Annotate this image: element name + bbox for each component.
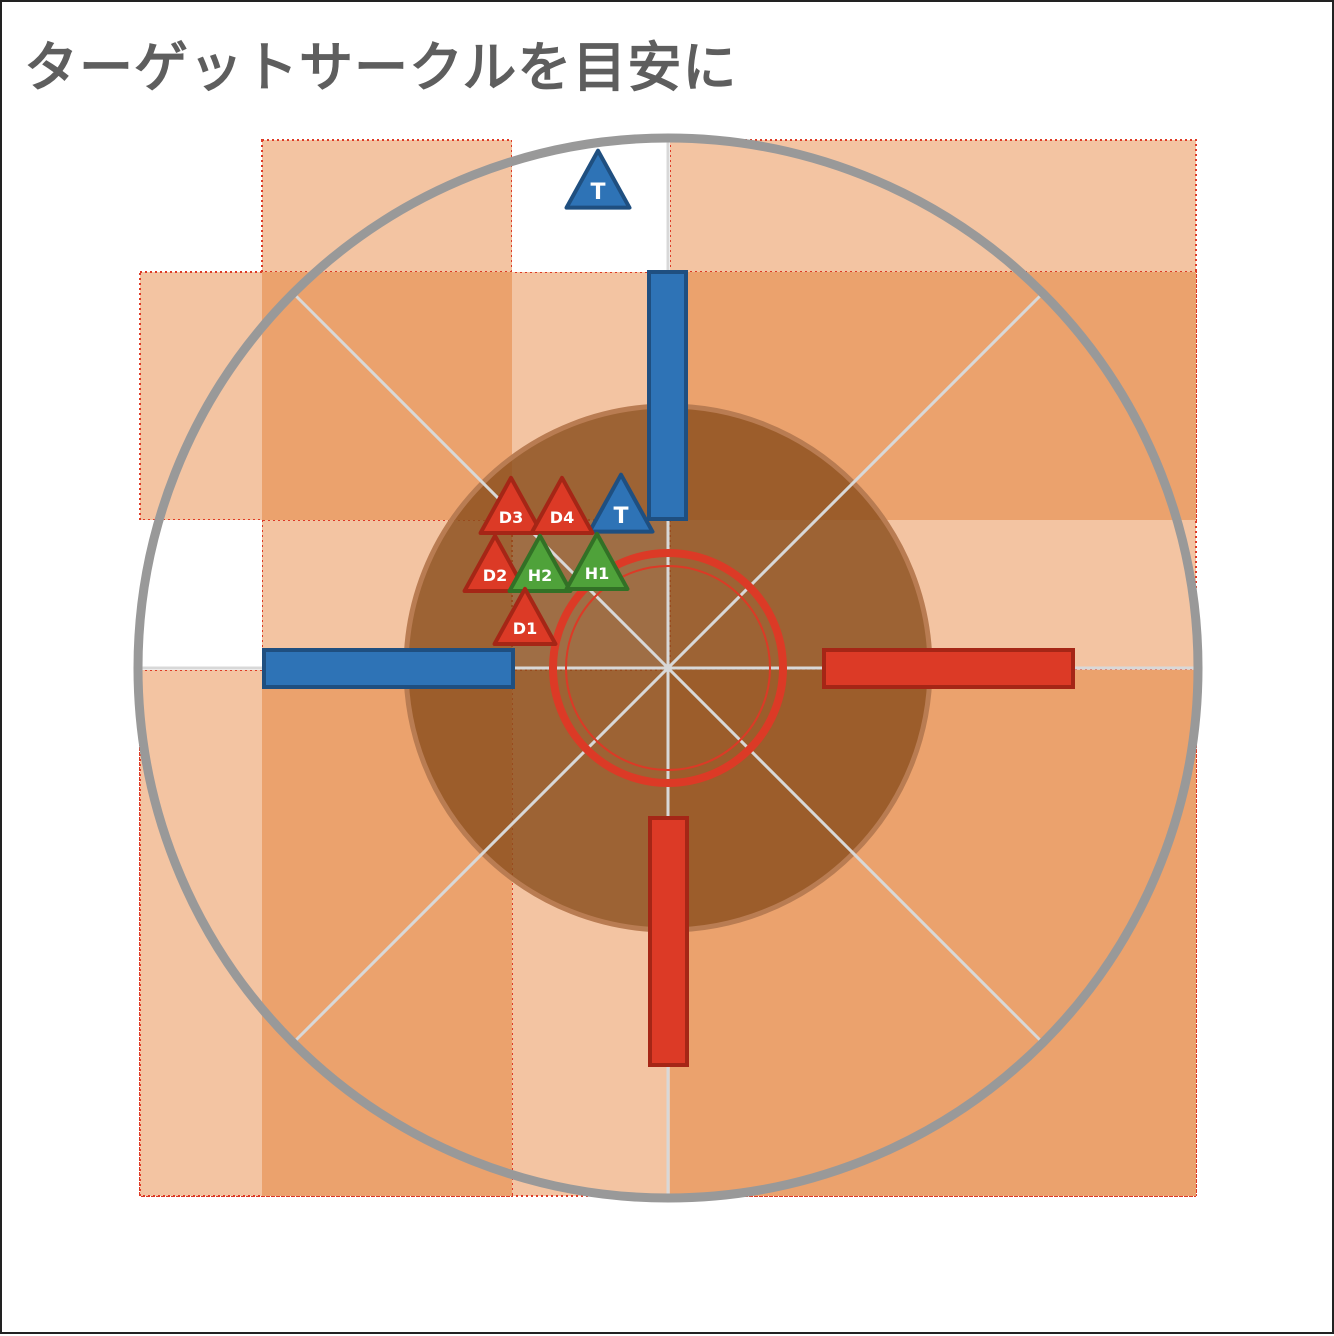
blue-tether-left: [262, 648, 515, 689]
marker-h2-shape: [507, 533, 573, 593]
marker-d2: D2: [462, 533, 528, 593]
red-tether-right: [822, 648, 1075, 689]
marker-h1: H1: [564, 531, 630, 591]
marker-d4-shape: [529, 475, 595, 535]
marker-tank-top-shape: [564, 148, 632, 210]
arena-ring: [133, 133, 1203, 1203]
marker-tank-shape: [587, 472, 655, 534]
marker-d3-shape: [478, 475, 544, 535]
target-circle: [549, 549, 787, 787]
marker-d1: D1: [492, 586, 558, 646]
marker-tank: T: [587, 472, 655, 534]
spoke-diagonal-2: [291, 291, 1045, 1045]
marker-h2: H2: [507, 533, 573, 593]
target-circle-outer: [549, 549, 787, 787]
safe-gap-left: [140, 520, 262, 670]
marker-d1-shape: [492, 586, 558, 646]
party-markers: T T D3 D4 D2 H2 H1 D1: [462, 148, 655, 646]
marker-h2-label: H2: [528, 566, 553, 585]
tethers: [262, 270, 1075, 1067]
page-title: ターゲットサークルを目安に: [24, 36, 738, 99]
marker-d4: D4: [529, 475, 595, 535]
marker-tank-top-label: T: [590, 180, 605, 205]
aoe-overlap-1: [262, 272, 512, 520]
blue-tether-top: [647, 270, 688, 521]
target-circle-inner: [565, 565, 771, 771]
marker-d4-label: D4: [550, 508, 574, 527]
marker-d3: D3: [478, 475, 544, 535]
marker-tank-top: T: [564, 148, 632, 210]
marker-d3-label: D3: [499, 508, 523, 527]
red-tether-bottom: [648, 816, 689, 1067]
marker-d2-label: D2: [483, 566, 507, 585]
marker-d1-label: D1: [513, 619, 537, 638]
marker-h1-label: H1: [585, 564, 610, 583]
marker-h1-shape: [564, 531, 630, 591]
marker-d2-shape: [462, 533, 528, 593]
marker-tank-label: T: [613, 504, 628, 529]
